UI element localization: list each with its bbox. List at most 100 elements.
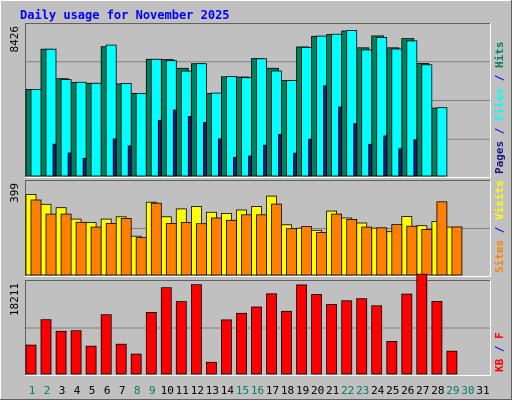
x-tick-label-day-24: 24 [371,384,385,397]
x-tick-label-day-21: 21 [326,384,339,397]
bar-sites-day-4 [75,221,87,276]
bar-sites-day-3 [60,213,72,276]
legend-separator: / [493,121,506,141]
bar-sites-day-11 [180,222,192,276]
bar-kbytes-day-16 [251,306,262,375]
legend-kbytes: KB / F [493,332,506,372]
bar-pages-day-15 [248,155,252,177]
legend-label-kb: KB [493,358,506,372]
bar-sites-day-8 [135,237,147,276]
legend-separator: / [493,339,506,359]
bar-pages-day-17 [278,133,282,177]
bar-sites-day-24 [376,227,388,276]
bar-files-day-27 [421,64,433,177]
x-tick-label-day-8: 8 [134,384,141,397]
bar-kbytes-day-7 [115,343,127,375]
bar-sites-day-28 [436,201,448,276]
bar-files-day-28 [436,107,448,177]
bar-kbytes-day-3 [55,330,67,375]
x-tick-label-day-13: 13 [206,384,219,397]
bar-sites-day-6 [105,223,117,276]
x-tick-label-day-29: 29 [446,384,459,397]
bar-sites-day-18 [286,228,297,276]
bar-pages-day-16 [263,144,267,177]
bar-files-day-14 [225,76,237,177]
bar-kbytes-day-19 [296,284,308,375]
bar-pages-day-18 [293,152,297,177]
bar-sites-day-17 [271,203,282,276]
bar-kbytes-day-28 [431,300,443,375]
bar-sites-day-9 [150,202,162,276]
x-tick-label-day-10: 10 [161,384,174,397]
bar-kbytes-day-1 [25,344,37,375]
bar-sites-day-7 [120,217,132,276]
bar-sites-day-1 [30,199,42,276]
bar-pages-day-7 [127,145,132,177]
panel-kbytes: 18211 KB / F [8,273,506,376]
bar-files-day-17 [271,70,282,177]
bar-kbytes-day-13 [205,361,217,375]
bar-pages-day-11 [187,116,192,177]
x-tick-label-day-2: 2 [44,384,51,397]
x-tick-label-day-11: 11 [176,384,189,397]
bar-kbytes-day-5 [85,345,97,375]
x-tick-label-day-20: 20 [311,384,324,397]
y-axis-max-label: 399 [8,183,21,203]
bar-files-day-22 [346,30,358,177]
legend-label-files: Files [493,88,506,121]
bar-sites-day-16 [256,214,267,276]
bar-kbytes-day-25 [386,340,398,375]
bar-sites-day-27 [421,228,433,276]
x-tick-label-day-9: 9 [149,384,156,397]
x-tick-label-day-17: 17 [266,384,279,397]
x-tick-label-day-16: 16 [251,384,264,397]
bar-files-day-18 [286,80,297,177]
legend-label-pages: Pages [493,141,506,174]
bar-pages-day-3 [67,152,72,177]
bar-sites-day-10 [165,223,177,276]
bar-files-day-5 [90,82,102,177]
legend-label-sites: Sites [493,240,506,273]
bar-sites-day-25 [391,224,403,276]
bar-files-day-3 [60,79,72,177]
bar-files-day-21 [331,33,343,177]
x-tick-label-day-1: 1 [29,384,36,397]
bar-files-day-19 [301,47,313,177]
bar-kbytes-day-20 [311,293,323,375]
bar-kbytes-day-12 [190,284,202,375]
x-tick-label-day-31: 31 [476,384,489,397]
bar-kbytes-day-9 [145,311,157,375]
bar-kbytes-day-2 [40,319,52,375]
bar-pages-day-13 [217,138,222,177]
bar-pages-day-10 [172,109,177,177]
x-tick-label-day-12: 12 [191,384,204,397]
bar-files-day-4 [75,81,87,177]
bar-pages-day-24 [383,135,388,177]
legend-separator: / [493,220,506,240]
bar-sites-day-26 [406,225,418,276]
legend-hits-files-pages: Pages / Files / Hits [493,42,506,175]
x-tick-label-day-23: 23 [356,384,369,397]
bar-kbytes-day-6 [100,314,112,375]
bar-kbytes-day-14 [220,319,232,375]
y-axis-max-label: 18211 [8,283,21,316]
bar-kbytes-day-24 [371,305,383,375]
bar-files-day-23 [361,49,373,177]
bar-kbytes-day-4 [70,330,82,375]
x-tick-label-day-22: 22 [341,384,354,397]
x-tick-label-day-30: 30 [461,384,474,397]
bar-sites-day-23 [361,226,373,276]
bar-pages-day-19 [308,138,313,177]
legend-separator: / [493,68,506,88]
bar-pages-day-21 [338,106,343,177]
bar-kbytes-day-21 [326,304,338,375]
bar-kbytes-day-15 [236,312,247,375]
x-tick-label-day-28: 28 [431,384,444,397]
bar-files-day-12 [195,63,207,177]
chart-title: Daily usage for November 2025 [20,8,230,22]
bar-pages-day-22 [353,123,358,177]
bar-files-day-6 [105,44,117,177]
bar-kbytes-day-23 [356,298,368,375]
x-axis-day-labels: 1 2 3 4 5 6 7 8 9 10 11 12 13 14 15 16 17 18 19 20 21 22 23 24 2… [29,384,490,397]
